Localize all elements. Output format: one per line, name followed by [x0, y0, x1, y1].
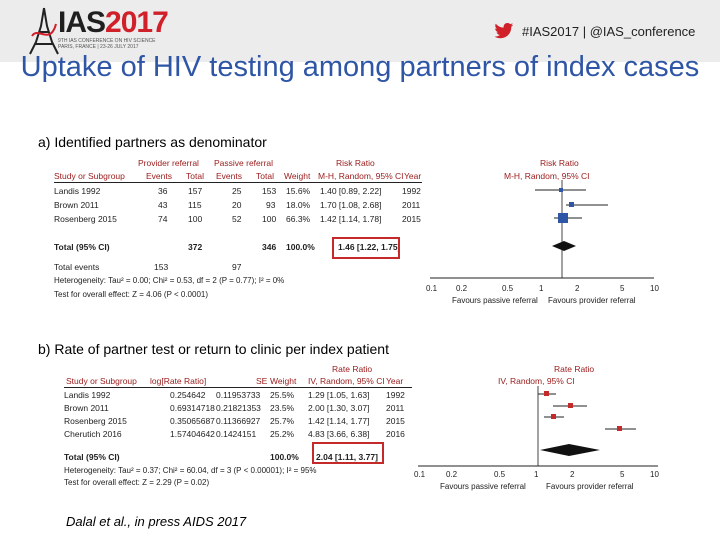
- col-events-1: Events: [146, 171, 172, 181]
- logo-subtext: 9TH IAS CONFERENCE ON HIV SCIENCE PARIS,…: [58, 38, 156, 50]
- tick-label: 10: [650, 470, 659, 479]
- study-marker-brown: [553, 403, 587, 408]
- table-rule: [64, 387, 412, 388]
- tick-label: 0.1: [426, 284, 438, 293]
- highlight-box-b: [312, 442, 384, 464]
- col-events-2: Events: [216, 171, 242, 181]
- tick-label: 0.2: [456, 284, 468, 293]
- highlight-box-a: [332, 237, 400, 259]
- ias-logo: IAS2017 9TH IAS CONFERENCE ON HIV SCIENC…: [28, 6, 169, 56]
- col-ci-plot: M-H, Random, 95% CI: [504, 171, 590, 181]
- heterogeneity-a: Heterogeneity: Tau² = 0.00; Chi² = 0.53,…: [54, 276, 285, 285]
- tick-label: 2: [575, 284, 580, 293]
- col-study: Study or Subgroup: [54, 171, 125, 181]
- col-log-rate: log[Rate Ratio]: [150, 376, 207, 386]
- total-events-2: 97: [232, 262, 242, 272]
- col-ci: IV, Random, 95% CI: [308, 376, 385, 386]
- col-total-2: Total: [256, 171, 274, 181]
- tick-label: 2: [570, 470, 575, 479]
- tick-label: 0.1: [414, 470, 426, 479]
- col-year: Year: [386, 376, 404, 386]
- tick-label: 5: [620, 470, 625, 479]
- favours-left-a: Favours passive referral: [452, 296, 538, 305]
- tick-label: 1: [539, 284, 544, 293]
- conference-hashtag: #IAS2017 | @IAS_conference: [522, 24, 696, 39]
- pooled-diamond-b: [540, 444, 600, 456]
- tick-label: 0.5: [502, 284, 514, 293]
- study-marker-landis: [538, 391, 556, 396]
- tick-label: 0.2: [446, 470, 458, 479]
- total-events-1: 153: [154, 262, 169, 272]
- logo-wordmark: IAS2017: [58, 6, 169, 39]
- favours-left-b: Favours passive referral: [440, 482, 526, 491]
- heterogeneity-b: Heterogeneity: Tau² = 0.37; Chi² = 60.04…: [64, 466, 317, 475]
- total-t1: 372: [188, 242, 203, 252]
- favours-right-b: Favours provider referral: [546, 482, 634, 491]
- col-ci: M-H, Random, 95% CI: [318, 171, 404, 181]
- study-marker-rosenberg: [544, 414, 564, 419]
- tick-label: 0.5: [494, 470, 506, 479]
- tick-label: 1: [534, 470, 539, 479]
- col-year: Year: [404, 171, 422, 181]
- total-ci: 2.04 [1.11, 3.77]: [316, 452, 378, 462]
- col-weight: Weight: [284, 171, 311, 181]
- total-events-label: Total events: [54, 262, 100, 272]
- col-weight: Weight: [270, 376, 297, 386]
- study-marker-rosenberg: [554, 213, 582, 223]
- study-marker-brown: [566, 202, 608, 207]
- col-study: Study or Subgroup: [66, 376, 137, 386]
- col-ci-plot: IV, Random, 95% CI: [498, 376, 575, 386]
- total-label: Total (95% CI): [54, 242, 110, 252]
- header-passive-referral: Passive referral: [214, 158, 274, 168]
- total-weight: 100.0%: [286, 242, 315, 252]
- header-risk-ratio-plot: Risk Ratio: [540, 158, 579, 168]
- header-rate-ratio-plot: Rate Ratio: [554, 364, 595, 374]
- header-risk-ratio-table: Risk Ratio: [336, 158, 375, 168]
- study-marker-landis: [535, 188, 586, 192]
- eiffel-tower-icon: [29, 7, 59, 55]
- overall-effect-b: Test for overall effect: Z = 2.29 (P = 0…: [64, 478, 210, 487]
- total-ci: 1.46 [1.22, 1.75]: [338, 242, 401, 252]
- study-marker-cherutich: [605, 426, 636, 431]
- forest-plot-a-graphic: [430, 180, 654, 279]
- header-provider-referral: Provider referral: [138, 158, 199, 168]
- slide-title: Uptake of HIV testing among partners of …: [20, 51, 700, 83]
- favours-right-a: Favours provider referral: [548, 296, 636, 305]
- col-total-1: Total: [186, 171, 204, 181]
- overall-effect-a: Test for overall effect: Z = 4.06 (P < 0…: [54, 290, 209, 299]
- col-se: SE: [256, 376, 268, 386]
- twitter-bird-icon: [494, 23, 514, 39]
- total-label: Total (95% CI): [64, 452, 120, 462]
- total-weight: 100.0%: [270, 452, 299, 462]
- tick-label: 5: [620, 284, 625, 293]
- tick-label: 10: [650, 284, 659, 293]
- header-rate-ratio-table: Rate Ratio: [332, 364, 373, 374]
- pooled-diamond-a: [552, 241, 576, 251]
- section-a-label: a) Identified partners as denominator: [38, 134, 267, 150]
- header-band: [0, 0, 720, 62]
- total-t2: 346: [262, 242, 277, 252]
- citation: Dalal et al., in press AIDS 2017: [66, 514, 247, 529]
- forest-plot-b-graphic: [418, 386, 658, 467]
- section-b-label: b) Rate of partner test or return to cli…: [38, 341, 389, 357]
- table-rule: [54, 182, 422, 183]
